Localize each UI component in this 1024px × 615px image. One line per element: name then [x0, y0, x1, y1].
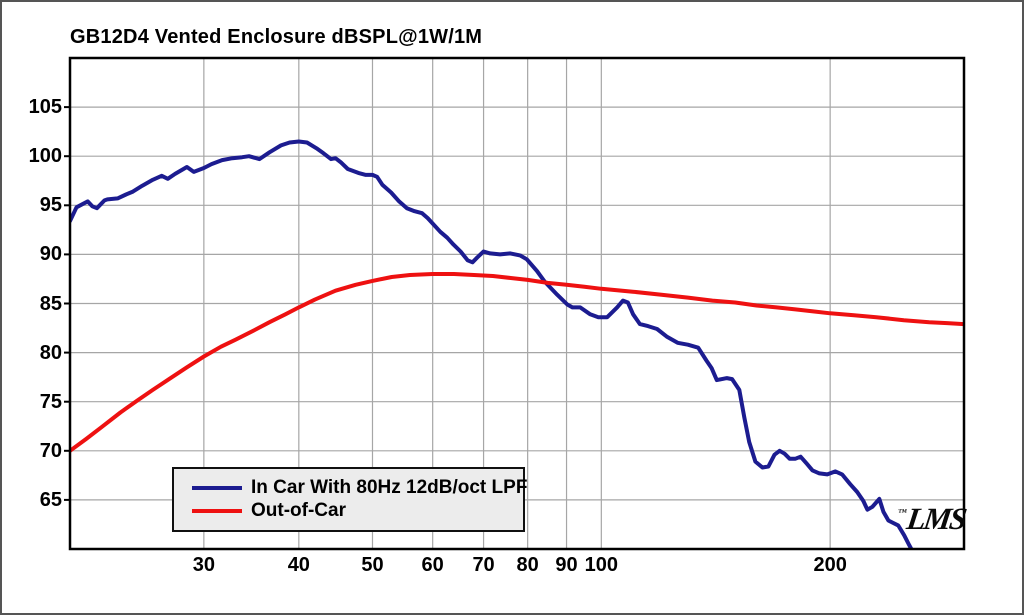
y-tick-label-80: 80	[39, 341, 62, 364]
x-tick-label-100: 100	[584, 554, 618, 576]
trademark-symbol: ™	[897, 507, 908, 517]
y-tick-label-95: 95	[39, 194, 62, 217]
x-tick-label-60: 60	[421, 554, 444, 576]
series-line-1	[70, 272, 964, 453]
x-tick-label-50: 50	[361, 554, 384, 576]
legend: In Car With 80Hz 12dB/oct LPF Out-of-Car	[172, 467, 527, 532]
x-tick-label-70: 70	[472, 554, 495, 576]
out-of-car-line-swatch	[192, 509, 242, 513]
y-tick-label-100: 100	[28, 145, 62, 168]
y-tick-label-75: 75	[39, 390, 62, 413]
x-tick-label-30: 30	[192, 554, 215, 576]
legend-item-out-of-car: Out-of-Car	[192, 500, 523, 522]
chart-title: GB12D4 Vented Enclosure dBSPL@1W/1M	[70, 26, 483, 48]
y-tick-label-70: 70	[39, 439, 62, 462]
y-tick-label-65: 65	[39, 488, 62, 511]
y-tick-label-105: 105	[28, 96, 62, 119]
legend-item-in-car: In Car With 80Hz 12dB/oct LPF	[192, 477, 527, 499]
x-tick-label-200: 200	[813, 554, 847, 576]
legend-label-in-car: In Car With 80Hz 12dB/oct LPF	[251, 477, 528, 498]
y-tick-label-90: 90	[39, 243, 62, 266]
y-tick-label-85: 85	[39, 292, 62, 315]
plot-border	[68, 56, 966, 551]
series-line-0	[70, 139, 914, 549]
lms-watermark-text: LMS	[904, 501, 968, 536]
in-car-line-swatch	[192, 486, 242, 490]
legend-label-out-of-car: Out-of-Car	[251, 500, 346, 521]
x-tick-label-80: 80	[516, 554, 539, 576]
lms-watermark: ™LMS	[895, 501, 967, 537]
x-tick-label-90: 90	[555, 554, 578, 576]
x-tick-label-40: 40	[287, 554, 310, 576]
